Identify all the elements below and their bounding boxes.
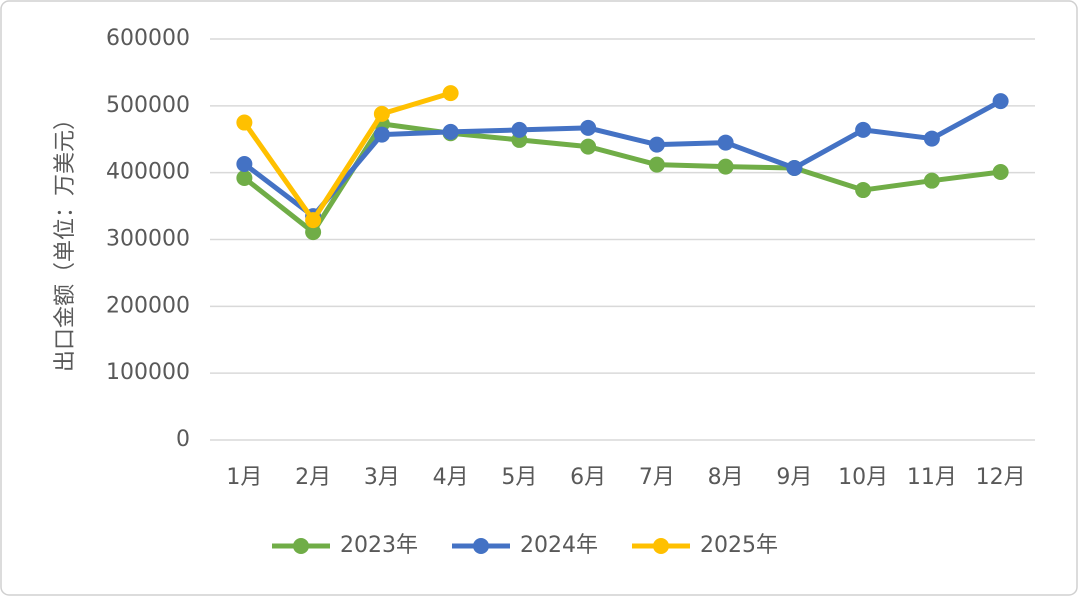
x-tick-label: 6月 xyxy=(570,465,606,490)
x-tick-label: 5月 xyxy=(501,465,537,490)
series-line xyxy=(242,98,1002,219)
x-tick-label: 2月 xyxy=(295,465,331,490)
x-tick-label: 8月 xyxy=(708,465,744,490)
legend-label: 2025年 xyxy=(700,533,778,558)
series-line xyxy=(242,121,1001,235)
y-tick-label: 0 xyxy=(176,427,190,452)
marker xyxy=(442,85,459,102)
x-tick-label: 3月 xyxy=(364,465,400,490)
marker xyxy=(305,212,322,229)
marker xyxy=(305,224,322,241)
marker xyxy=(786,159,803,176)
marker xyxy=(992,163,1009,180)
x-tick-label: 1月 xyxy=(226,465,262,490)
y-tick-label: 300000 xyxy=(106,227,190,252)
y-tick-label: 100000 xyxy=(106,360,190,385)
y-tick-label: 200000 xyxy=(106,293,190,318)
legend-label: 2023年 xyxy=(340,533,418,558)
marker xyxy=(236,155,253,172)
marker xyxy=(373,126,390,143)
marker xyxy=(580,138,597,155)
marker xyxy=(855,121,872,138)
y-tick-label: 600000 xyxy=(106,26,190,51)
marker xyxy=(511,121,528,138)
marker xyxy=(855,182,872,199)
y-tick-label: 400000 xyxy=(106,160,190,185)
x-tick-label: 7月 xyxy=(639,465,675,490)
marker xyxy=(580,119,597,136)
x-tick-label: 12月 xyxy=(976,465,1026,490)
marker xyxy=(923,172,940,189)
marker xyxy=(717,158,734,175)
x-tick-label: 11月 xyxy=(907,465,957,490)
marker xyxy=(648,156,665,173)
marker xyxy=(442,123,459,140)
y-tick-label: 500000 xyxy=(106,93,190,118)
series-line xyxy=(242,90,452,223)
x-tick-label: 9月 xyxy=(776,465,812,490)
marker xyxy=(923,130,940,147)
marker xyxy=(648,136,665,153)
legend-marker xyxy=(293,538,309,554)
x-tick-label: 10月 xyxy=(838,465,888,490)
y-axis-label: 出口金额（单位：万美元） xyxy=(53,108,78,372)
marker xyxy=(236,114,253,131)
legend-marker xyxy=(653,538,669,554)
marker xyxy=(236,170,253,187)
marker xyxy=(992,93,1009,110)
marker xyxy=(373,105,390,122)
x-tick-label: 4月 xyxy=(433,465,469,490)
legend-label: 2024年 xyxy=(520,533,598,558)
marker xyxy=(717,134,734,151)
legend-marker xyxy=(473,538,489,554)
